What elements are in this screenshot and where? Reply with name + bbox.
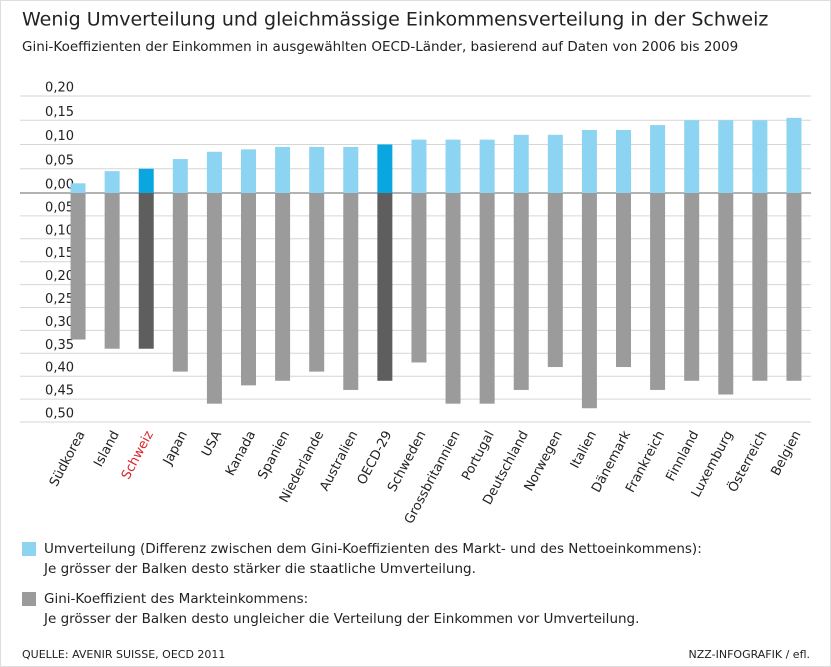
bar — [616, 193, 631, 368]
bar — [241, 193, 256, 386]
legend-description: Je grösser der Balken desto ungleicher d… — [43, 611, 639, 627]
bar — [377, 144, 393, 193]
legend-label: Umverteilung (Differenz zwischen dem Gin… — [44, 541, 702, 557]
bar — [684, 193, 700, 381]
bar — [786, 117, 802, 193]
bar — [275, 193, 291, 381]
y-tick-label: 0,35 — [45, 338, 74, 353]
bar — [70, 193, 86, 340]
bar — [479, 193, 495, 404]
bar — [581, 129, 597, 193]
bar — [650, 125, 666, 193]
bar — [479, 139, 495, 193]
bar — [718, 120, 734, 193]
y-tick-label: 0,30 — [45, 315, 74, 330]
y-tick-label: 0,40 — [45, 361, 74, 376]
y-tick-label: 0,10 — [45, 223, 74, 238]
bar — [104, 171, 120, 193]
y-tick-label: 0,25 — [45, 292, 74, 307]
bar — [411, 139, 427, 193]
y-tick-label: 0,15 — [45, 246, 74, 261]
bar — [172, 159, 188, 193]
bar — [309, 146, 325, 193]
legend-swatch — [22, 542, 36, 556]
chart-title: Wenig Umverteilung und gleichmässige Ein… — [22, 9, 768, 31]
bar — [377, 193, 393, 381]
y-tick-label: 0,05 — [45, 153, 74, 168]
bar — [241, 149, 256, 193]
bar — [752, 120, 768, 193]
bar — [752, 193, 768, 381]
bar — [104, 193, 120, 349]
bar — [343, 193, 359, 390]
bar — [206, 151, 222, 193]
chart-subtitle: Gini-Koeffizienten der Einkommen in ausg… — [22, 39, 738, 55]
legend-label: Gini-Koeffizient des Markteinkommens: — [44, 591, 308, 607]
bar — [275, 146, 291, 193]
bar — [309, 193, 325, 372]
bar — [513, 193, 529, 390]
y-tick-label: 0,20 — [45, 81, 74, 96]
bar — [616, 129, 631, 193]
bar — [445, 139, 461, 193]
bar — [684, 120, 700, 193]
bar — [547, 134, 563, 193]
legend-description: Je grösser der Balken desto stärker die … — [43, 561, 476, 577]
y-tick-label: 0,20 — [45, 269, 74, 284]
y-tick-label: 0,00 — [45, 178, 74, 193]
bar — [718, 193, 734, 395]
bar — [70, 183, 86, 193]
bar — [650, 193, 666, 390]
bar — [172, 193, 188, 372]
bar — [445, 193, 461, 404]
legend-swatch — [22, 592, 36, 606]
bar — [513, 134, 529, 193]
bar — [411, 193, 427, 363]
bar — [138, 168, 154, 193]
y-tick-label: 0,45 — [45, 384, 74, 399]
bar — [206, 193, 222, 404]
bar — [581, 193, 597, 409]
y-tick-label: 0,10 — [45, 129, 74, 144]
credit: NZZ-INFOGRAFIK / efl. — [689, 648, 810, 661]
bar — [547, 193, 563, 368]
y-tick-label: 0,50 — [45, 407, 74, 422]
y-tick-label: 0,15 — [45, 105, 74, 120]
bar — [786, 193, 802, 381]
source: QUELLE: AVENIR SUISSE, OECD 2011 — [22, 648, 225, 661]
bar — [138, 193, 154, 349]
bar — [343, 146, 359, 193]
y-tick-label: 0,05 — [45, 200, 74, 215]
